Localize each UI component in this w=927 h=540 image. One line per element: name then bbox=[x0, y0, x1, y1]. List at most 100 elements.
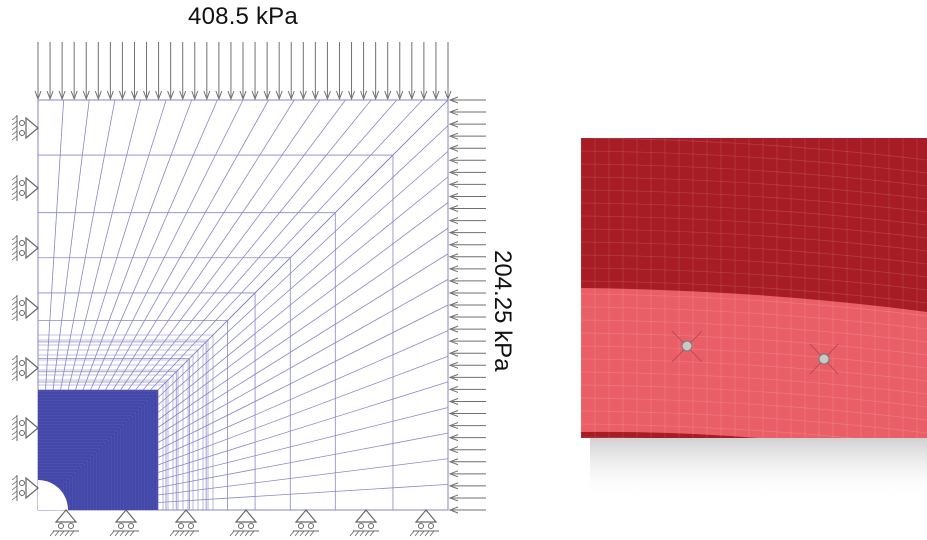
arrow-head bbox=[384, 90, 392, 101]
dense-line bbox=[38, 398, 150, 510]
arrow-head bbox=[275, 90, 283, 101]
arrow-head bbox=[448, 193, 459, 200]
dense-line bbox=[38, 458, 90, 510]
grid-line bbox=[581, 150, 927, 174]
arrow-head bbox=[448, 337, 459, 345]
dense-line bbox=[38, 461, 87, 510]
dense-line bbox=[38, 392, 156, 510]
grid-line bbox=[581, 397, 927, 421]
arrow-head bbox=[448, 289, 459, 297]
grid-line bbox=[581, 267, 927, 291]
arrow-head bbox=[82, 90, 90, 101]
grid-line bbox=[581, 319, 927, 343]
mesh-ring bbox=[38, 154, 394, 510]
arrow-head bbox=[58, 90, 66, 101]
dense-line bbox=[38, 473, 75, 510]
dense-line bbox=[38, 479, 69, 510]
arrow-head bbox=[70, 90, 78, 101]
mesh-ring bbox=[38, 212, 336, 510]
arrow-head bbox=[155, 90, 163, 101]
dense-line bbox=[38, 407, 141, 510]
right-deformed-mesh-figure bbox=[581, 138, 927, 500]
roller-support-icon bbox=[229, 509, 259, 537]
arrow-head bbox=[336, 90, 343, 101]
arrow-head bbox=[448, 410, 459, 417]
roller-support-icon bbox=[109, 509, 139, 537]
arrow-head bbox=[287, 90, 295, 101]
grid-line bbox=[581, 228, 927, 252]
dense-line bbox=[38, 467, 81, 510]
roller-support-icon bbox=[409, 509, 439, 537]
dense-line bbox=[38, 422, 126, 510]
left-mesh-figure bbox=[11, 42, 486, 537]
arrow-head bbox=[448, 229, 459, 237]
arrow-head bbox=[448, 205, 459, 212]
arrow-head bbox=[448, 494, 459, 502]
arrow-head bbox=[448, 446, 459, 454]
arrow-head bbox=[448, 277, 459, 285]
grid-line bbox=[581, 332, 927, 356]
dense-line bbox=[38, 410, 138, 510]
roller-support-icon bbox=[11, 475, 39, 501]
mesh-ring-fine bbox=[38, 339, 209, 510]
arrow-head bbox=[448, 385, 459, 393]
corner-hole bbox=[38, 480, 68, 510]
arrow-head bbox=[448, 168, 459, 176]
arrow-head bbox=[311, 90, 319, 101]
mesh-ring-fine bbox=[38, 349, 199, 510]
dense-line bbox=[38, 434, 114, 510]
dense-line bbox=[38, 413, 135, 510]
arrow-head bbox=[444, 90, 452, 101]
arrow-head bbox=[448, 398, 459, 405]
arrow-head bbox=[396, 90, 404, 101]
mesh-ring-fine bbox=[38, 384, 164, 510]
top-load-arrows bbox=[34, 42, 452, 101]
roller-support-icon bbox=[289, 509, 319, 537]
dense-line bbox=[38, 455, 93, 510]
grid-line bbox=[581, 176, 927, 200]
dense-line bbox=[38, 452, 96, 510]
arrow-head bbox=[203, 90, 211, 101]
dense-line bbox=[38, 437, 111, 510]
dense-line bbox=[38, 395, 153, 510]
mesh-ring-fine bbox=[38, 369, 179, 510]
arrow-head bbox=[215, 90, 223, 101]
arrow-head bbox=[448, 144, 459, 152]
node-marker-icon bbox=[809, 343, 839, 375]
arrow-head bbox=[448, 373, 459, 381]
mesh-ring bbox=[38, 292, 256, 510]
arrow-head bbox=[34, 90, 42, 101]
dense-line bbox=[38, 470, 78, 510]
arrow-head bbox=[448, 156, 459, 164]
grid-line bbox=[581, 293, 927, 317]
arrow-head bbox=[179, 90, 187, 101]
grid-line bbox=[581, 306, 927, 330]
arrow-head bbox=[239, 90, 247, 101]
mesh-ring bbox=[38, 371, 177, 510]
arrow-head bbox=[448, 422, 459, 430]
arrow-head bbox=[448, 120, 459, 128]
grid-line bbox=[581, 371, 927, 395]
mesh-ring-fine bbox=[38, 344, 204, 510]
arrow-head bbox=[227, 90, 235, 101]
grid-line bbox=[581, 163, 927, 187]
grid-line bbox=[581, 254, 927, 278]
grid-line bbox=[581, 358, 927, 382]
roller-support-icon bbox=[169, 509, 199, 537]
arrow-head bbox=[46, 90, 54, 101]
arrow-head bbox=[143, 90, 150, 101]
dense-line bbox=[38, 419, 129, 510]
dense-line bbox=[38, 431, 117, 510]
dense-line bbox=[38, 428, 120, 510]
right-mesh-grid bbox=[581, 138, 927, 438]
arrow-head bbox=[448, 458, 459, 466]
mesh-ring-fine bbox=[38, 354, 194, 510]
mesh-ring bbox=[38, 381, 167, 510]
radial-mesh bbox=[37, 99, 449, 511]
arrow-head bbox=[448, 96, 459, 104]
mesh-ring bbox=[38, 341, 207, 510]
dense-line bbox=[38, 476, 72, 510]
arrow-head bbox=[448, 482, 459, 490]
